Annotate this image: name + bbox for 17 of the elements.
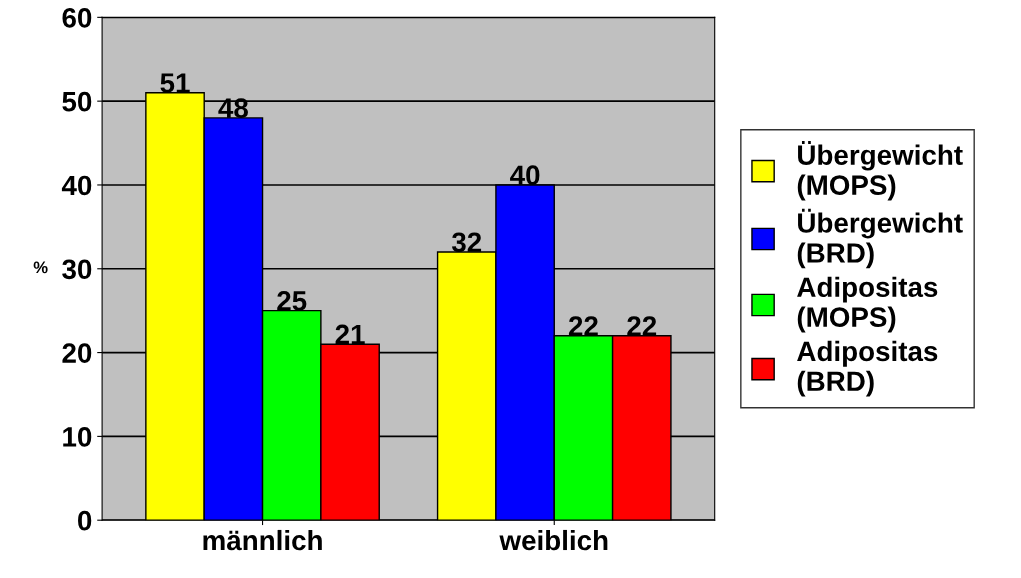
data-label: 40 bbox=[510, 165, 540, 186]
legend-label: Übergewicht (MOPS) bbox=[797, 140, 963, 201]
y-axis-title: % bbox=[33, 261, 48, 274]
y-tick-label: 20 bbox=[62, 343, 92, 363]
y-tick-label: 0 bbox=[78, 510, 92, 531]
y-tick-label: 60 bbox=[62, 8, 92, 28]
legend-label: Adipositas (BRD) bbox=[797, 340, 938, 397]
data-label: 32 bbox=[451, 232, 482, 253]
y-tick-label: 10 bbox=[63, 427, 92, 447]
legend-label: Übergewicht (BRD) bbox=[797, 208, 963, 269]
y-tick-label: 30 bbox=[62, 259, 92, 280]
legend-label: Adipositas (MOPS) bbox=[797, 276, 938, 333]
y-tick-label: 40 bbox=[61, 175, 92, 196]
x-tick-label: männlich bbox=[203, 529, 322, 551]
data-label: 21 bbox=[335, 324, 365, 344]
x-tick-label: weiblich bbox=[499, 529, 608, 551]
y-tick-label: 50 bbox=[62, 91, 92, 112]
